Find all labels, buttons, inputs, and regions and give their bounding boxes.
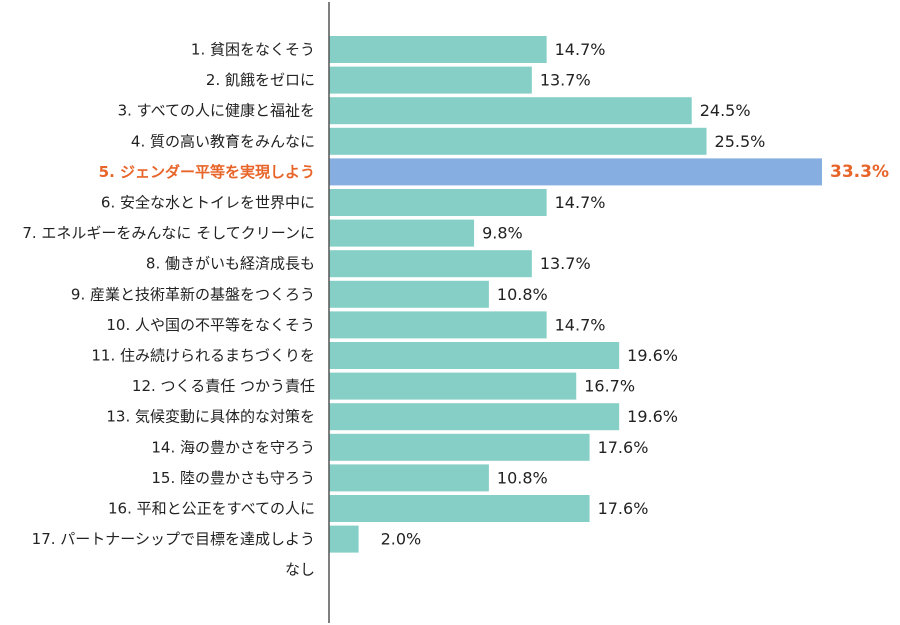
category-label: 10. 人や国の不平等をなくそう: [106, 316, 315, 334]
bar: [329, 311, 547, 339]
category-labels: 1. 貧困をなくそう 2. 飢餓をゼロに 3. すべての人に健康と福祉を 4. 質の高…: [22, 41, 315, 579]
category-label: 5. ジェンダー平等を実現しよう: [99, 163, 315, 181]
value-label: 14.7%: [555, 40, 606, 59]
bar: [329, 66, 532, 94]
category-label: 2. 飢餓をゼロに: [206, 71, 315, 89]
value-label: 33.3%: [830, 162, 889, 182]
category-label: 3. すべての人に健康と福祉を: [118, 102, 315, 120]
bar: [329, 433, 590, 461]
bars-group: [329, 36, 822, 553]
bar: [329, 342, 620, 369]
bar: [329, 464, 489, 492]
value-label: 17.6%: [598, 499, 649, 518]
category-label: 11. 住み続けられるまちづくりを: [91, 347, 315, 365]
bar: [329, 219, 475, 247]
category-label: なし: [285, 561, 315, 579]
category-label: 17. パートナーシップで目標を達成しよう: [32, 530, 315, 548]
bar: [329, 403, 620, 431]
value-label: 25.5%: [715, 132, 766, 151]
value-label: 9.8%: [482, 224, 523, 243]
value-label: 14.7%: [555, 315, 606, 334]
category-label: 8. 働きがいも経済成長も: [146, 255, 315, 273]
category-label: 1. 貧困をなくそう: [191, 41, 315, 59]
value-label: 10.8%: [497, 285, 548, 304]
category-label: 15. 陸の豊かさも守ろう: [151, 469, 315, 487]
category-label: 6. 安全な水とトイレを世界中に: [101, 194, 315, 212]
value-label: 2.0%: [381, 530, 422, 549]
value-labels: 14.7% 13.7% 24.5% 25.5% 33.3% 14.7% 9.8% 13.7% 1…: [381, 40, 889, 549]
value-label: 13.7%: [540, 71, 591, 90]
bar: [329, 495, 590, 522]
category-label: 14. 海の豊かさを守ろう: [151, 438, 315, 456]
category-label: 16. 平和と公正をすべての人に: [108, 500, 315, 518]
bar: [329, 525, 359, 553]
value-label: 17.6%: [598, 438, 649, 457]
bar: [329, 189, 547, 216]
category-label: 4. 質の高い教育をみんなに: [131, 132, 315, 150]
value-label: 13.7%: [540, 254, 591, 273]
bar: [329, 36, 547, 63]
value-label: 10.8%: [497, 468, 548, 487]
category-label: 13. 気候変動に具体的な対策を: [106, 408, 315, 426]
bar: [329, 127, 707, 155]
value-label: 14.7%: [555, 193, 606, 212]
category-label: 7. エネルギーをみんなに そしてクリーンに: [22, 224, 315, 242]
bar: [329, 280, 489, 308]
value-label: 19.6%: [627, 346, 678, 365]
value-label: 16.7%: [584, 377, 635, 396]
category-label: 12. つくる責任 つかう責任: [132, 377, 315, 395]
bar: [329, 250, 532, 278]
bar: [329, 158, 822, 186]
category-label: 9. 産業と技術革新の基盤をつくろう: [71, 285, 315, 303]
value-label: 24.5%: [700, 101, 751, 120]
bar: [329, 372, 577, 400]
value-label: 19.6%: [627, 407, 678, 426]
bar: [329, 97, 692, 125]
